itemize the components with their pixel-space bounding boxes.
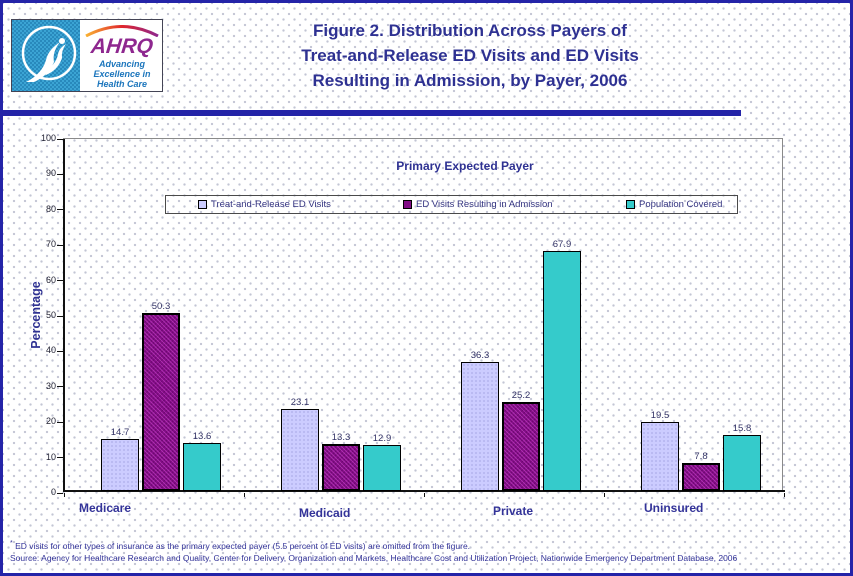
legend-swatch-population bbox=[626, 200, 635, 209]
y-tick-label-100: 100 bbox=[40, 133, 56, 143]
x-tick-mark-3 bbox=[603, 493, 605, 497]
y-tick-label-10: 10 bbox=[45, 451, 56, 462]
value-label-private-series-2: 67.9 bbox=[552, 239, 572, 250]
value-label-medicare-series-2: 13.6 bbox=[192, 431, 212, 442]
category-label-medicaid: Medicaid bbox=[299, 506, 351, 520]
bar-medicaid-series-2 bbox=[363, 445, 401, 491]
bar-medicare-series-0 bbox=[101, 439, 139, 491]
legend-label-admission: ED Visits Resulting in Admission bbox=[416, 199, 553, 210]
x-tick-mark-1 bbox=[243, 493, 245, 497]
bar-medicare-series-1 bbox=[142, 313, 180, 491]
footnote-source: Source: Agency for Healthcare Research a… bbox=[10, 552, 738, 563]
tagline-line-2: Excellence in bbox=[93, 68, 151, 79]
value-label-medicare-series-1: 50.3 bbox=[151, 301, 171, 312]
legend: Treat-and-Release ED Visits ED Visits Re… bbox=[165, 195, 738, 214]
y-tick-mark-60 bbox=[57, 280, 63, 282]
y-tick-mark-30 bbox=[57, 386, 63, 388]
legend-label-treat-and-release: Treat-and-Release ED Visits bbox=[211, 199, 331, 210]
bar-medicaid-series-0 bbox=[281, 409, 319, 491]
y-tick-mark-100 bbox=[57, 138, 63, 140]
bar-medicare-series-2 bbox=[183, 443, 221, 491]
bar-private-series-1 bbox=[502, 402, 540, 491]
y-tick-mark-50 bbox=[57, 315, 63, 317]
chart-title: Primary Expected Payer bbox=[396, 159, 534, 173]
ahrq-tagline: Advancing Excellence in Health Care bbox=[93, 59, 150, 89]
y-tick-mark-0 bbox=[57, 492, 63, 494]
figure-title-line-1: Figure 2. Distribution Across Payers of bbox=[313, 21, 627, 40]
figure-title: Figure 2. Distribution Across Payers of … bbox=[231, 18, 709, 93]
footnote-text: ED visits for other types of insurance a… bbox=[12, 540, 471, 551]
tagline-line-3: Health Care bbox=[96, 78, 147, 89]
y-tick-label-20: 20 bbox=[45, 416, 56, 427]
legend-swatch-admission bbox=[403, 200, 412, 209]
x-axis-line bbox=[63, 490, 785, 492]
footnote-omitted: * ED visits for other types of insurance… bbox=[10, 538, 850, 552]
header-divider-rule bbox=[3, 110, 741, 116]
bar-uninsured-series-2 bbox=[723, 435, 761, 491]
y-tick-label-40: 40 bbox=[45, 345, 56, 356]
figure-title-line-3: Resulting in Admission, by Payer, 2006 bbox=[312, 71, 628, 90]
y-tick-label-0: 0 bbox=[50, 487, 56, 497]
value-label-uninsured-series-1: 7.8 bbox=[694, 451, 708, 462]
y-tick-label-90: 90 bbox=[45, 168, 56, 179]
bar-private-series-2 bbox=[543, 251, 581, 491]
x-tick-mark-4 bbox=[783, 493, 785, 497]
y-tick-label-60: 60 bbox=[45, 274, 56, 285]
legend-item-treat-and-release: Treat-and-Release ED Visits bbox=[198, 196, 331, 213]
value-label-uninsured-series-2: 15.8 bbox=[732, 423, 752, 434]
y-tick-label-50: 50 bbox=[45, 310, 56, 320]
y-tick-mark-10 bbox=[57, 457, 63, 459]
ahrq-arc-icon bbox=[85, 24, 159, 37]
value-label-medicare-series-0: 14.7 bbox=[110, 427, 130, 438]
legend-item-population: Population Covered bbox=[626, 196, 722, 213]
y-tick-label-80: 80 bbox=[45, 203, 56, 214]
x-tick-mark-0 bbox=[63, 493, 65, 497]
y-tick-label-70: 70 bbox=[45, 239, 56, 250]
y-axis-line bbox=[63, 139, 65, 491]
value-label-private-series-0: 36.3 bbox=[470, 350, 490, 361]
footnote-marker: * bbox=[10, 540, 13, 547]
y-tick-mark-90 bbox=[57, 173, 63, 175]
hhs-eagle-svg bbox=[21, 25, 77, 82]
footnotes: * ED visits for other types of insurance… bbox=[10, 538, 850, 564]
value-label-medicaid-series-1: 13.3 bbox=[331, 432, 351, 443]
hhs-eagle-icon bbox=[12, 20, 82, 91]
x-tick-mark-2 bbox=[423, 493, 425, 497]
ahrq-hhs-logo: AHRQ Advancing Excellence in Health Care bbox=[11, 19, 163, 92]
category-label-uninsured: Uninsured bbox=[644, 501, 704, 515]
value-label-medicaid-series-2: 12.9 bbox=[372, 433, 392, 444]
ahrq-wordmark-block: AHRQ Advancing Excellence in Health Care bbox=[82, 20, 162, 91]
bar-uninsured-series-1 bbox=[682, 463, 720, 491]
ahrq-wordmark: AHRQ bbox=[89, 34, 155, 58]
bar-private-series-0 bbox=[461, 362, 499, 491]
y-tick-mark-40 bbox=[57, 350, 63, 352]
bar-uninsured-series-0 bbox=[641, 422, 679, 491]
tagline-line-1: Advancing bbox=[98, 58, 145, 69]
value-label-private-series-1: 25.2 bbox=[511, 390, 531, 401]
y-tick-mark-80 bbox=[57, 209, 63, 211]
y-tick-mark-70 bbox=[57, 244, 63, 246]
legend-swatch-treat-and-release bbox=[198, 200, 207, 209]
category-label-medicare: Medicare bbox=[79, 501, 132, 515]
value-label-uninsured-series-0: 19.5 bbox=[650, 410, 670, 421]
plot-area: 0 10 20 30 40 50 60 70 80 90 100 14.7 23.1 36.3 19.5 50… bbox=[41, 133, 785, 520]
legend-item-admission: ED Visits Resulting in Admission bbox=[403, 196, 553, 213]
value-label-medicaid-series-0: 23.1 bbox=[290, 397, 310, 408]
category-label-private: Private bbox=[493, 504, 534, 518]
figure-title-line-2: Treat-and-Release ED Visits and ED Visit… bbox=[301, 46, 639, 65]
y-tick-label-30: 30 bbox=[45, 380, 56, 391]
bar-medicaid-series-1 bbox=[322, 444, 360, 491]
legend-label-population: Population Covered bbox=[639, 199, 723, 210]
y-tick-mark-20 bbox=[57, 421, 63, 423]
